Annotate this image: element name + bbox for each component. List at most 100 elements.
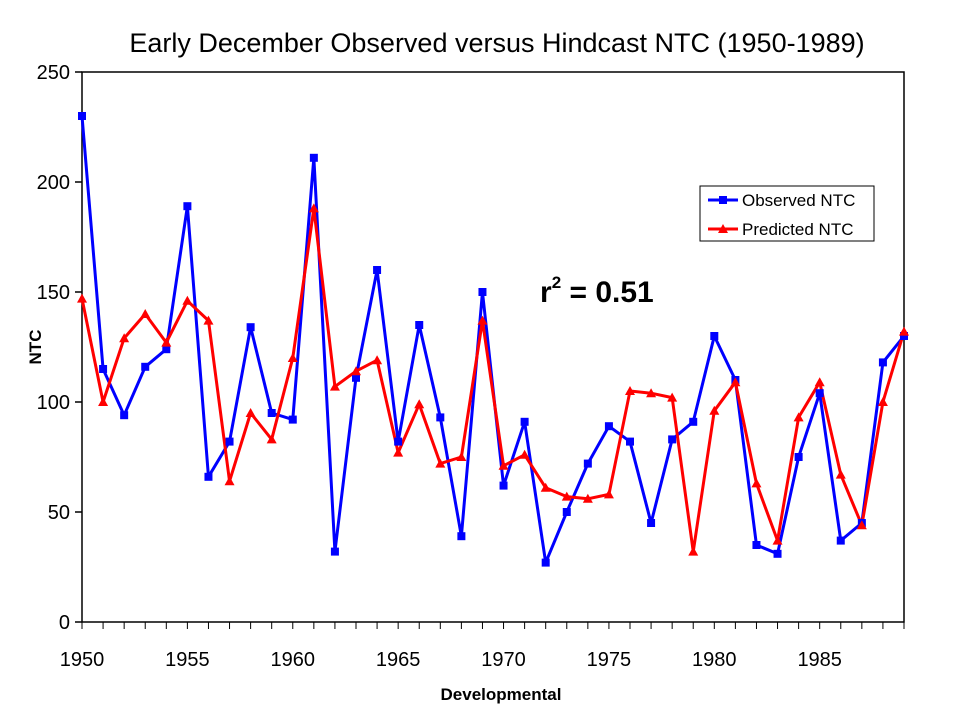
y-tick-label: 200 xyxy=(37,172,70,194)
x-tick-label: 1960 xyxy=(271,649,316,671)
predicted-point xyxy=(814,377,825,387)
y-axis: 0 50 100 150 200 250 xyxy=(37,62,82,634)
predicted-point xyxy=(372,355,383,365)
observed-point xyxy=(520,417,529,426)
observed-point xyxy=(710,332,719,340)
r-squared-annotation: r2 = 0.51 xyxy=(540,273,654,309)
r-squared-sup: 2 xyxy=(552,273,561,292)
predicted-point xyxy=(98,397,109,406)
observed-point xyxy=(773,549,782,558)
legend-predicted-label: Predicted NTC xyxy=(742,220,853,239)
observed-point xyxy=(204,472,213,481)
predicted-point xyxy=(203,315,214,325)
r-squared-base: r xyxy=(540,276,552,309)
predicted-point xyxy=(287,353,298,362)
observed-point xyxy=(562,508,571,516)
predicted-point xyxy=(730,377,741,387)
observed-point xyxy=(183,202,192,211)
predicted-point xyxy=(435,458,446,468)
predicted-point xyxy=(772,535,783,545)
observed-point xyxy=(815,389,824,398)
observed-point xyxy=(752,541,761,549)
predicted-point xyxy=(329,381,340,391)
observed-point xyxy=(457,532,466,541)
observed-point xyxy=(794,453,803,461)
observed-point xyxy=(78,112,86,120)
x-axis-label: Developmental xyxy=(441,685,562,704)
x-tick-label: 1950 xyxy=(60,649,105,671)
predicted-point xyxy=(498,460,509,470)
predicted-point xyxy=(856,520,867,530)
predicted-point xyxy=(646,388,657,398)
legend: Observed NTC Predicted NTC xyxy=(699,185,875,242)
predicted-point xyxy=(899,326,909,336)
legend-predicted-marker xyxy=(718,224,728,233)
observed-point xyxy=(689,417,698,426)
observed-point xyxy=(436,413,445,422)
observed-point xyxy=(541,558,550,567)
predicted-point xyxy=(793,412,804,422)
chart-title: Early December Observed versus Hindcast … xyxy=(129,28,864,58)
observed-point xyxy=(499,481,508,490)
y-tick-label: 150 xyxy=(37,282,70,304)
x-tick-label: 1980 xyxy=(692,649,737,671)
predicted-point xyxy=(667,392,678,402)
predicted-point xyxy=(161,337,172,347)
y-axis-label: NTC xyxy=(26,330,45,365)
predicted-point xyxy=(414,399,425,409)
predicted-point xyxy=(561,491,572,501)
observed-point xyxy=(225,437,234,446)
y-tick-label: 50 xyxy=(48,502,70,524)
predicted-point xyxy=(540,482,551,492)
r-squared-value: = 0.51 xyxy=(561,276,654,309)
observed-point xyxy=(267,409,276,417)
observed-point xyxy=(99,365,108,373)
predicted-point xyxy=(877,397,888,406)
predicted-point xyxy=(477,315,488,325)
predicted-point xyxy=(224,476,235,486)
predicted-point xyxy=(625,386,635,395)
predicted-point xyxy=(709,405,720,415)
observed-point xyxy=(647,519,656,527)
observed-point xyxy=(352,373,360,382)
observed-point xyxy=(478,288,487,296)
observed-point xyxy=(162,345,171,354)
x-tick-label: 1970 xyxy=(481,649,526,671)
predicted-point xyxy=(308,203,319,213)
observed-point xyxy=(668,435,677,444)
legend-observed-marker xyxy=(719,196,727,204)
x-tick-label: 1955 xyxy=(165,649,210,671)
predicted-point xyxy=(245,408,256,417)
observed-point xyxy=(141,362,150,371)
predicted-point xyxy=(119,333,130,343)
predicted-point xyxy=(140,309,151,318)
predicted-point xyxy=(835,469,846,479)
observed-point xyxy=(120,411,129,420)
observed-point xyxy=(415,321,424,329)
observed-point xyxy=(878,358,887,367)
series-layer xyxy=(77,112,909,567)
observed-point xyxy=(394,437,403,446)
predicted-point xyxy=(77,293,87,303)
y-tick-label: 250 xyxy=(37,62,70,84)
legend-observed-label: Observed NTC xyxy=(742,191,855,210)
predicted-point xyxy=(519,449,530,459)
plot-area xyxy=(81,71,905,623)
predicted-point xyxy=(393,447,404,457)
predicted-point xyxy=(751,478,762,488)
observed-point xyxy=(246,323,255,332)
predicted-point xyxy=(688,546,699,556)
observed-point xyxy=(604,422,613,431)
y-tick-label: 100 xyxy=(37,392,70,414)
x-tick-label: 1975 xyxy=(587,649,632,671)
observed-point xyxy=(583,459,592,468)
observed-point xyxy=(373,266,382,274)
x-tick-label: 1965 xyxy=(376,649,421,671)
x-tick-label: 1985 xyxy=(797,649,842,671)
observed-point xyxy=(900,332,908,340)
series-line-observed xyxy=(80,115,906,565)
plot-border xyxy=(81,71,905,623)
predicted-point xyxy=(266,434,277,444)
predicted-point xyxy=(582,493,593,503)
